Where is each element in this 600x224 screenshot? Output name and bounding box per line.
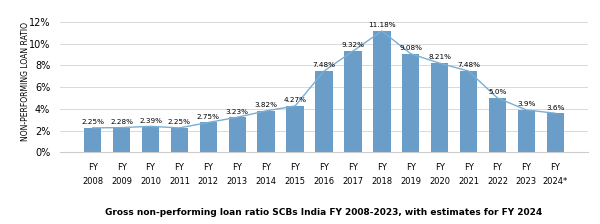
Text: 2024*: 2024*	[543, 177, 568, 186]
Text: 3.6%: 3.6%	[546, 105, 565, 110]
Text: 2022: 2022	[487, 177, 508, 186]
Text: 7.48%: 7.48%	[457, 62, 480, 68]
Text: 2014: 2014	[256, 177, 277, 186]
Text: 2015: 2015	[284, 177, 305, 186]
Bar	[200, 123, 217, 152]
Text: FY: FY	[435, 164, 445, 172]
Text: FY: FY	[203, 164, 213, 172]
Text: 8.21%: 8.21%	[428, 54, 451, 60]
Text: 2012: 2012	[198, 177, 219, 186]
Text: FY: FY	[88, 164, 98, 172]
Bar	[431, 63, 448, 152]
Text: 2017: 2017	[343, 177, 364, 186]
Text: FY: FY	[521, 164, 532, 172]
Text: 4.27%: 4.27%	[284, 97, 307, 103]
Text: 3.9%: 3.9%	[517, 101, 536, 107]
Text: 9.32%: 9.32%	[341, 42, 364, 48]
Bar	[489, 98, 506, 152]
Text: FY: FY	[493, 164, 502, 172]
Text: 2009: 2009	[111, 177, 132, 186]
Text: 2013: 2013	[227, 177, 248, 186]
Bar	[373, 31, 391, 152]
Text: 2.28%: 2.28%	[110, 119, 133, 125]
Text: 2.39%: 2.39%	[139, 118, 162, 124]
Text: 9.08%: 9.08%	[399, 45, 422, 51]
Text: 2018: 2018	[371, 177, 392, 186]
Bar	[344, 51, 362, 152]
Bar	[84, 128, 101, 152]
Bar	[229, 117, 246, 152]
Bar	[460, 71, 477, 152]
Text: 2020: 2020	[429, 177, 450, 186]
Y-axis label: NON-PERFORMING LOAN RATIO: NON-PERFORMING LOAN RATIO	[22, 22, 31, 141]
Bar	[113, 128, 130, 152]
Text: 2010: 2010	[140, 177, 161, 186]
Text: 2019: 2019	[400, 177, 421, 186]
Text: 11.18%: 11.18%	[368, 22, 395, 28]
Text: 2021: 2021	[458, 177, 479, 186]
Text: 2023: 2023	[516, 177, 537, 186]
Text: 2008: 2008	[82, 177, 103, 186]
Text: FY: FY	[348, 164, 358, 172]
Text: FY: FY	[464, 164, 473, 172]
Text: FY: FY	[232, 164, 242, 172]
Text: Gross non-performing loan ratio SCBs India FY 2008-2023, with estimates for FY 2: Gross non-performing loan ratio SCBs Ind…	[106, 208, 542, 217]
Text: FY: FY	[146, 164, 155, 172]
Text: 2.25%: 2.25%	[168, 119, 191, 125]
Bar	[286, 106, 304, 152]
Bar	[257, 111, 275, 152]
Text: 7.48%: 7.48%	[313, 62, 335, 68]
Text: 2.75%: 2.75%	[197, 114, 220, 120]
Text: FY: FY	[550, 164, 560, 172]
Text: FY: FY	[406, 164, 416, 172]
Text: 3.82%: 3.82%	[254, 102, 278, 108]
Text: 5.0%: 5.0%	[488, 89, 506, 95]
Text: FY: FY	[319, 164, 329, 172]
Text: FY: FY	[116, 164, 127, 172]
Text: 2.25%: 2.25%	[81, 119, 104, 125]
Bar	[142, 126, 159, 152]
Text: 2011: 2011	[169, 177, 190, 186]
Text: 2016: 2016	[313, 177, 335, 186]
Text: FY: FY	[261, 164, 271, 172]
Text: FY: FY	[377, 164, 387, 172]
Text: 3.23%: 3.23%	[226, 109, 249, 114]
Bar	[547, 113, 564, 152]
Bar	[518, 110, 535, 152]
Bar	[316, 71, 332, 152]
Bar	[171, 128, 188, 152]
Bar	[402, 54, 419, 152]
Text: FY: FY	[175, 164, 184, 172]
Text: FY: FY	[290, 164, 300, 172]
